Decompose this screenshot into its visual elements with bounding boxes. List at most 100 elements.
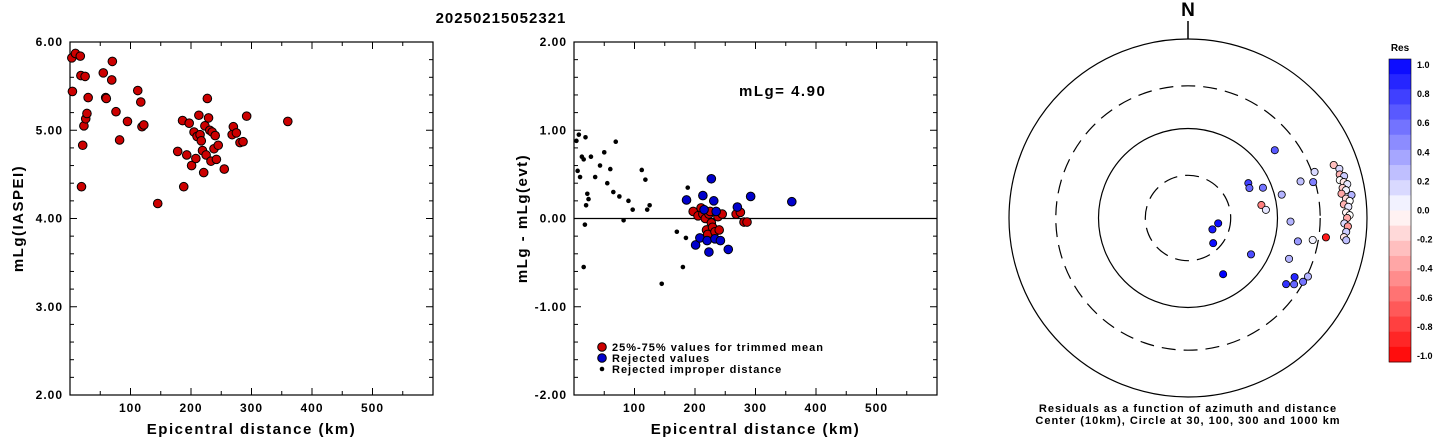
mag-point — [83, 92, 93, 103]
res-point-improper — [574, 138, 579, 144]
res-point-improper — [581, 157, 586, 162]
res-y-tick-label: 2.00 — [540, 35, 567, 49]
colorbar-segment — [1389, 301, 1411, 317]
mag-point — [132, 85, 143, 96]
mag-point — [77, 140, 88, 151]
res-point-improper — [647, 202, 652, 208]
res-mlg-annotation: mLg= 4.90 — [739, 83, 826, 100]
station-marker — [1337, 189, 1346, 198]
mag-point — [211, 154, 222, 165]
colorbar-segment — [1389, 165, 1411, 181]
station-marker — [1293, 237, 1302, 246]
circle-100km — [1097, 127, 1279, 309]
mag-point — [202, 93, 213, 104]
mag-x-tick-label: 400 — [300, 401, 323, 415]
res-point-improper — [588, 154, 594, 160]
station-marker — [1308, 235, 1317, 244]
res-legend-marker — [597, 342, 607, 352]
colorbar-tick-label: -0.6 — [1417, 293, 1433, 303]
res-point-improper — [674, 229, 680, 235]
res-point-improper — [613, 139, 619, 145]
station-marker — [1310, 167, 1319, 176]
station-marker — [1342, 236, 1351, 245]
colorbar-segment — [1389, 225, 1411, 242]
station-marker — [1209, 239, 1218, 248]
colorbar-segment — [1389, 59, 1411, 75]
mag-point — [231, 128, 242, 138]
station-marker — [1208, 225, 1217, 234]
mag-point — [75, 51, 86, 61]
station-marker — [1245, 184, 1254, 193]
colorbar-segment — [1389, 331, 1411, 348]
mag-point — [194, 110, 204, 121]
res-y-axis-label: mLg - mLg(evt) — [514, 154, 531, 283]
station-marker — [1258, 183, 1267, 192]
colorbar-frame — [1388, 58, 1412, 363]
colorbar-segment — [1389, 195, 1411, 211]
mag-x-tick-label: 300 — [240, 401, 263, 415]
colorbar-segment — [1389, 346, 1411, 363]
mag-point — [283, 116, 293, 127]
colorbar-segment — [1389, 149, 1411, 166]
station-marker — [1247, 250, 1256, 259]
mag-x-tick-label: 100 — [119, 401, 142, 415]
mag-point — [107, 56, 118, 67]
colorbar-segment — [1389, 255, 1411, 272]
res-point — [715, 235, 726, 246]
station-marker — [1321, 233, 1330, 242]
res-point-improper — [597, 163, 603, 168]
colorbar-segment — [1389, 119, 1411, 136]
res-point — [702, 235, 712, 246]
colorbar-segment — [1389, 89, 1411, 105]
res-point — [681, 195, 692, 205]
colorbar-tick-label: 0.8 — [1417, 89, 1430, 99]
residual-vs-distance-plot: 100 200 300 400 500 -2.00 -1.00 0.00 1.00 2.00 Epi… — [514, 35, 938, 438]
mag-frame — [69, 41, 434, 396]
res-point-improper — [577, 174, 583, 180]
mag-point — [191, 153, 201, 164]
station-marker — [1299, 277, 1308, 286]
mag-y-tick-label: 2.00 — [36, 388, 63, 402]
colorbar-title: Res — [1391, 43, 1410, 54]
mag-point — [98, 68, 109, 78]
res-point-improper — [581, 264, 586, 270]
station-marker — [1261, 205, 1270, 214]
res-point — [699, 204, 709, 215]
mag-point — [80, 71, 90, 82]
res-point-improper — [583, 202, 589, 208]
mag-point — [67, 86, 78, 97]
station-marker — [1309, 178, 1318, 187]
mag-point — [213, 140, 224, 151]
mag-point — [178, 181, 189, 192]
res-x-tick-label: 200 — [683, 401, 706, 415]
res-point — [706, 173, 717, 184]
station-marker — [1290, 280, 1299, 289]
station-marker — [1285, 254, 1294, 263]
res-point-improper — [611, 189, 616, 195]
mag-point — [181, 150, 192, 160]
colorbar-segment — [1389, 74, 1411, 90]
mag-point — [203, 113, 214, 123]
res-y-tick-label: 0.00 — [540, 212, 567, 226]
res-point — [708, 196, 719, 206]
res-point-improper — [583, 135, 588, 140]
res-point-improper — [575, 168, 580, 174]
mag-x-axis-label: Epicentral distance (km) — [147, 421, 356, 438]
mag-point — [122, 116, 133, 127]
res-x-tick-label: 300 — [744, 401, 767, 415]
station-marker — [1290, 273, 1299, 282]
res-point-improper — [617, 194, 622, 199]
station-marker — [1219, 270, 1228, 279]
station-marker — [1282, 280, 1291, 289]
res-y-tick-label: -1.00 — [535, 300, 567, 314]
res-point — [711, 206, 721, 217]
station-marker — [1214, 219, 1223, 228]
res-point-improper — [621, 217, 626, 223]
station-marker — [1296, 177, 1305, 186]
mag-point — [196, 136, 207, 146]
colorbar-segment — [1389, 240, 1411, 257]
colorbar-tick-label: 0.4 — [1417, 147, 1430, 157]
res-point — [714, 225, 725, 235]
mag-point — [135, 97, 146, 107]
res-point — [745, 191, 756, 202]
